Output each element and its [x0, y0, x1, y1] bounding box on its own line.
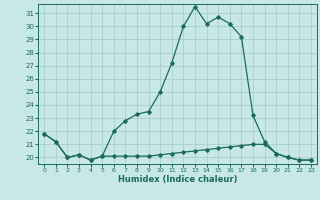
X-axis label: Humidex (Indice chaleur): Humidex (Indice chaleur) [118, 175, 237, 184]
